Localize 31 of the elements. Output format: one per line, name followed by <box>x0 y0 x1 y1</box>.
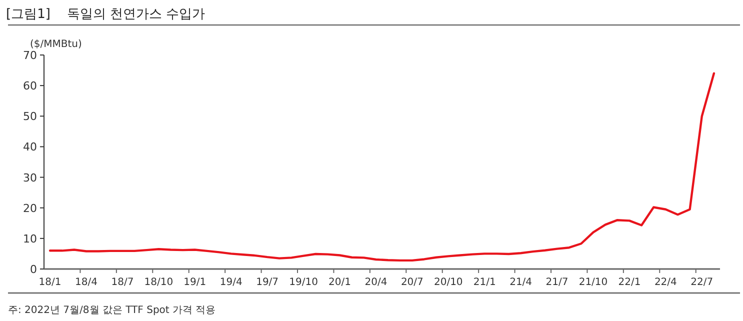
x-tick-label: 20/4 <box>364 277 388 288</box>
x-tick-label: 21/1 <box>473 277 496 288</box>
y-tick-label: 20 <box>23 202 37 215</box>
x-tick-label: 21/7 <box>546 277 568 288</box>
y-tick-label: 10 <box>23 232 37 246</box>
x-tick-label: 18/10 <box>144 277 174 288</box>
x-tick-label: 20/1 <box>328 277 351 288</box>
chart-title: [그림1] 독일의 천연가스 수입가 <box>6 7 206 22</box>
x-tick-label: 18/7 <box>111 277 134 288</box>
y-tick-label: 50 <box>23 110 37 124</box>
x-tick-label: 22/4 <box>654 277 677 288</box>
x-tick-label: 18/1 <box>38 277 62 288</box>
text: 주: 2022년 7월/8월 값은 TTF Spot 가격 적용 <box>8 305 216 316</box>
x-tick-label: 20/10 <box>434 277 463 288</box>
x-tick-label: 18/4 <box>75 277 98 288</box>
x-tick-label: 20/7 <box>400 277 424 288</box>
x-tick-label: 19/1 <box>184 277 206 288</box>
y-tick-label: 40 <box>23 140 37 154</box>
x-tick-label: 22/1 <box>618 277 641 288</box>
x-tick-label: 21/4 <box>510 277 532 288</box>
y-tick-label: 60 <box>23 80 37 93</box>
x-tick-label: 19/10 <box>289 277 318 288</box>
y-tick-label: 30 <box>23 171 37 184</box>
x-tick-label: 22/7 <box>690 277 714 288</box>
y-axis-title: ($/MMBtu) <box>30 39 82 50</box>
y-tick-label: 0 <box>30 263 37 276</box>
x-tick-label: 21/10 <box>578 277 608 288</box>
x-tick-label: 19/4 <box>220 277 242 288</box>
y-tick-label: 70 <box>23 49 37 62</box>
line-series <box>48 72 716 262</box>
x-tick-label: 19/7 <box>256 277 279 288</box>
